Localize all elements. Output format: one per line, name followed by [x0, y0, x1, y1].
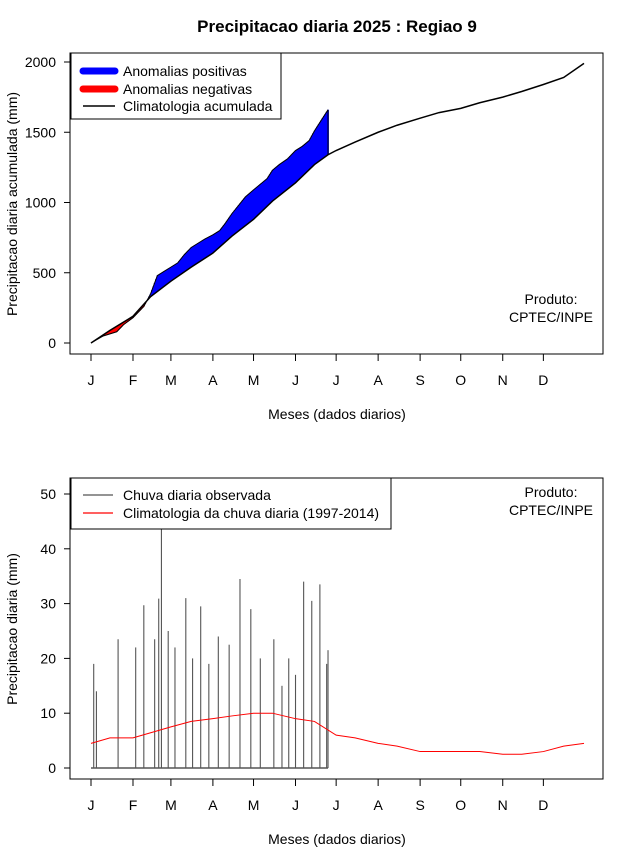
y-tick-label: 20 — [40, 650, 56, 666]
credit-line-1: Produto: — [525, 291, 578, 307]
x-tick-label: A — [373, 372, 383, 388]
x-tick-label: J — [333, 372, 340, 388]
cumulative-y-label: Precipitacao diaria acumulada (mm) — [4, 92, 20, 316]
credit-line-2: CPTEC/INPE — [509, 309, 593, 325]
x-tick-label: D — [538, 797, 548, 813]
y-tick-label: 40 — [40, 541, 56, 557]
x-tick-label: J — [88, 797, 95, 813]
cumulative-x-label: Meses (dados diarios) — [268, 406, 406, 422]
x-tick-label: D — [538, 372, 548, 388]
daily-y-label: Precipitacao diaria (mm) — [4, 553, 20, 705]
x-tick-label: F — [129, 372, 138, 388]
x-tick-label: M — [248, 797, 260, 813]
x-tick-label: M — [165, 797, 177, 813]
daily-credit-line-1: Produto: — [525, 484, 578, 500]
x-tick-label: O — [455, 797, 466, 813]
y-tick-label: 0 — [48, 335, 56, 351]
y-tick-label: 50 — [40, 486, 56, 502]
x-tick-label: M — [248, 372, 260, 388]
x-tick-label: J — [292, 797, 299, 813]
x-tick-label: N — [498, 797, 508, 813]
x-tick-label: M — [165, 372, 177, 388]
x-tick-label: J — [88, 372, 95, 388]
climatology-cumulative-line — [90, 62, 585, 344]
y-tick-label: 500 — [33, 265, 57, 281]
daily-credit-line-2: CPTEC/INPE — [509, 502, 593, 518]
daily-legend: Chuva diaria observada Climatologia da c… — [70, 477, 392, 530]
cumulative-panel: 0 500 1000 1500 2000 J F M A M J J A S O N D Precipitac… — [4, 52, 604, 422]
x-tick-label: F — [129, 797, 138, 813]
daily-panel: 0 10 20 30 40 50 J F M A M J J A S O N D Precipitacao di… — [4, 477, 604, 847]
climatology-daily-line — [90, 712, 585, 755]
x-tick-label: A — [373, 797, 383, 813]
observed-cumulative-line — [90, 109, 329, 344]
x-tick-label: N — [498, 372, 508, 388]
daily-x-label: Meses (dados diarios) — [268, 831, 406, 847]
y-tick-label: 10 — [40, 705, 56, 721]
y-tick-label: 2000 — [25, 54, 56, 70]
x-tick-label: J — [333, 797, 340, 813]
legend-negative-label: Anomalias negativas — [123, 81, 252, 97]
daily-legend-box — [70, 477, 392, 530]
chart-title: Precipitacao diaria 2025 : Regiao 9 — [197, 17, 477, 36]
y-tick-label: 30 — [40, 596, 56, 612]
cumulative-legend: Anomalias positivas Anomalias negativas … — [70, 52, 282, 120]
x-tick-label: S — [415, 797, 424, 813]
legend-climatology-label: Climatologia acumulada — [123, 98, 273, 114]
x-tick-label: S — [415, 372, 424, 388]
x-tick-label: A — [208, 797, 218, 813]
x-tick-label: O — [455, 372, 466, 388]
legend-daily-climatology-label: Climatologia da chuva diaria (1997-2014) — [123, 505, 379, 521]
y-tick-label: 1500 — [25, 124, 56, 140]
x-tick-label: J — [292, 372, 299, 388]
y-tick-label: 1000 — [25, 195, 56, 211]
legend-observed-label: Chuva diaria observada — [123, 487, 271, 503]
y-tick-label: 0 — [48, 760, 56, 776]
legend-positive-label: Anomalias positivas — [123, 63, 247, 79]
x-tick-label: A — [208, 372, 218, 388]
